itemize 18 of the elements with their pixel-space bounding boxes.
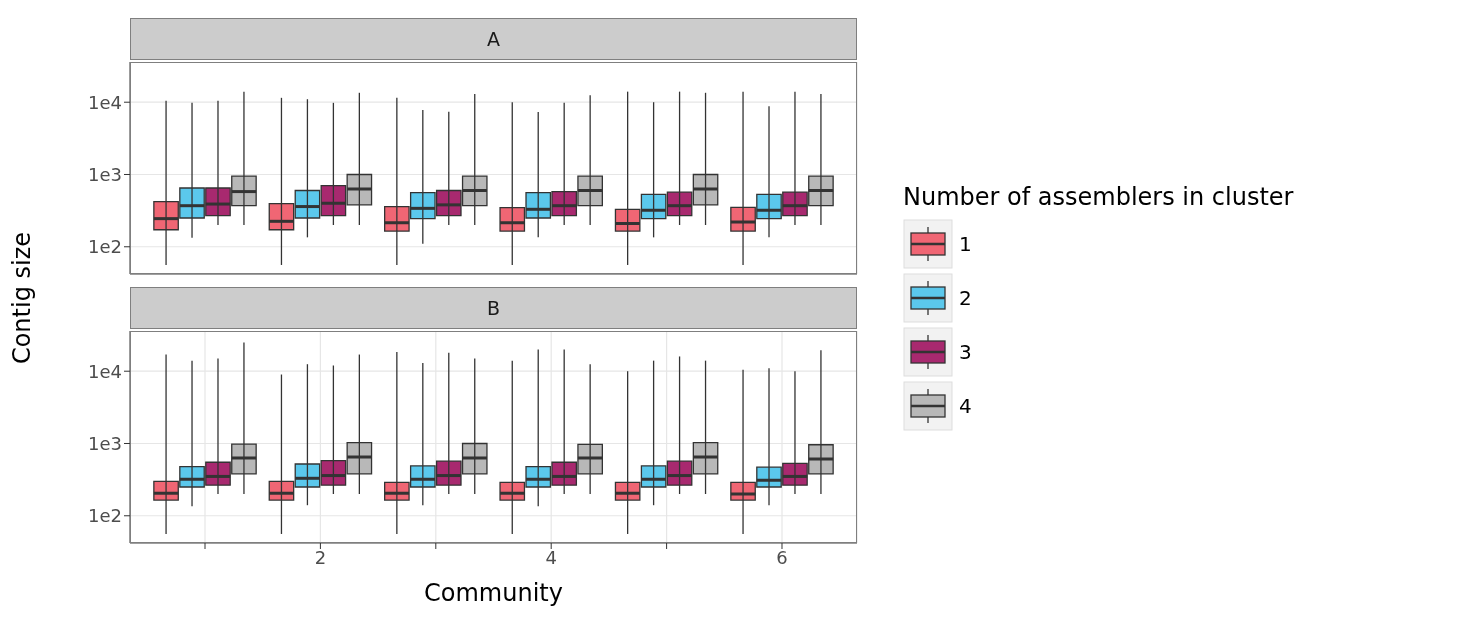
x-tick-label: 6 bbox=[776, 546, 788, 568]
x-tick-label: 2 bbox=[314, 546, 327, 568]
y-tick-label: 1e3 bbox=[88, 432, 122, 454]
chart-title: B bbox=[130, 287, 857, 329]
x-tick-label: 4 bbox=[545, 546, 557, 568]
legend-title: Number of assemblers in cluster bbox=[903, 183, 1294, 211]
y-tick-label: 1e2 bbox=[88, 236, 122, 258]
y-tick-label: 1e2 bbox=[88, 505, 122, 527]
y-tick-label: 1e4 bbox=[88, 360, 122, 382]
x-axis-title: Community bbox=[423, 579, 564, 607]
legend-label: 3 bbox=[959, 340, 972, 364]
y-tick-label: 1e3 bbox=[88, 163, 122, 185]
y-tick-label: 1e4 bbox=[88, 91, 122, 113]
legend-label: 2 bbox=[959, 286, 972, 310]
y-axis-title: Contig size bbox=[8, 231, 36, 365]
legend-label: 1 bbox=[959, 232, 972, 256]
chart-title: A bbox=[130, 18, 857, 60]
legend-label: 4 bbox=[959, 394, 972, 418]
